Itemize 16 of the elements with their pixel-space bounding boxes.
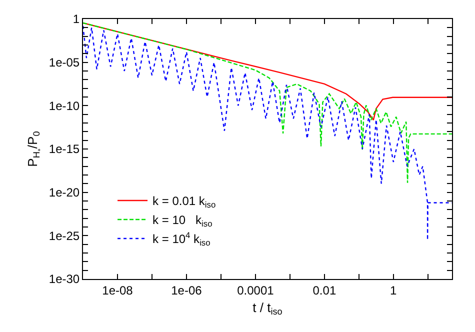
x-tick-label: 0.01 <box>312 283 336 298</box>
x-tick-label: 1e-06 <box>171 283 202 298</box>
legend-label: k = 0.01 k$_{iso}$ <box>152 194 216 210</box>
y-tick-label: 1e-30 <box>48 272 80 286</box>
y-tick-label: 1e-05 <box>48 56 80 70</box>
y-tick-label: 1e-25 <box>48 228 80 243</box>
x-tick-label: 1 <box>390 283 398 298</box>
y-tick-label: 1e-20 <box>48 186 80 200</box>
y-tick-label: 1e-10 <box>48 98 80 113</box>
x-axis-title: t / t$_{iso}$ <box>252 300 282 317</box>
x-tick-label: 1e-08 <box>102 283 134 298</box>
x-tick-label: 0.0001 <box>237 283 274 298</box>
legend-label: k = 10 k$_{iso}$ <box>152 213 213 229</box>
y-tick-label: 1 <box>72 12 80 26</box>
legend-label: k = 10$^{4}$ k$_{iso}$ <box>152 230 211 248</box>
y-tick-label: 1e-15 <box>48 142 80 156</box>
